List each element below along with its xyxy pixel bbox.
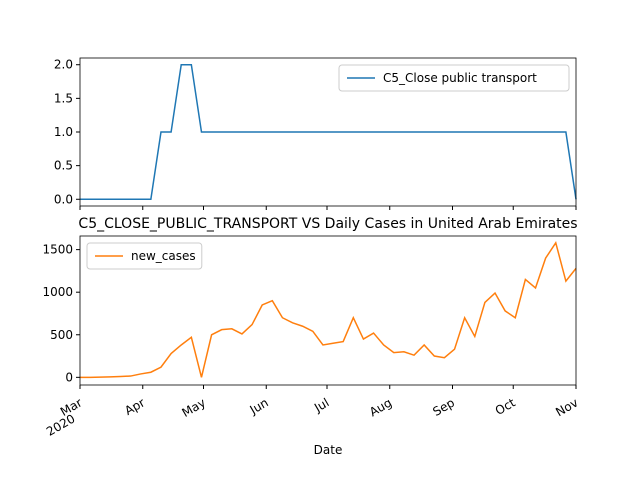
y-tick-label: 500	[50, 328, 73, 342]
y-tick-label: 1.5	[54, 91, 73, 105]
x-axis-label: Date	[314, 443, 343, 457]
legend-label: C5_Close public transport	[383, 71, 537, 85]
chart-title: C5_CLOSE_PUBLIC_TRANSPORT VS Daily Cases…	[78, 216, 577, 232]
legend-box	[86, 242, 203, 270]
legend-box	[338, 64, 570, 92]
y-tick-label: 0.5	[54, 159, 73, 173]
y-tick-label: 1500	[42, 243, 73, 257]
axes-frame	[79, 235, 577, 386]
axes-frame	[79, 57, 577, 207]
y-tick-label: 0.0	[54, 192, 73, 206]
y-tick-label: 1000	[42, 285, 73, 299]
data-line	[80, 63, 577, 201]
data-line	[80, 240, 577, 379]
x-tick-label: Jul	[311, 395, 331, 415]
y-tick-label: 0	[65, 370, 73, 384]
legend-label: new_cases	[131, 249, 196, 263]
y-tick-label: 2.0	[54, 58, 73, 72]
y-tick-label: 1.0	[54, 125, 73, 139]
